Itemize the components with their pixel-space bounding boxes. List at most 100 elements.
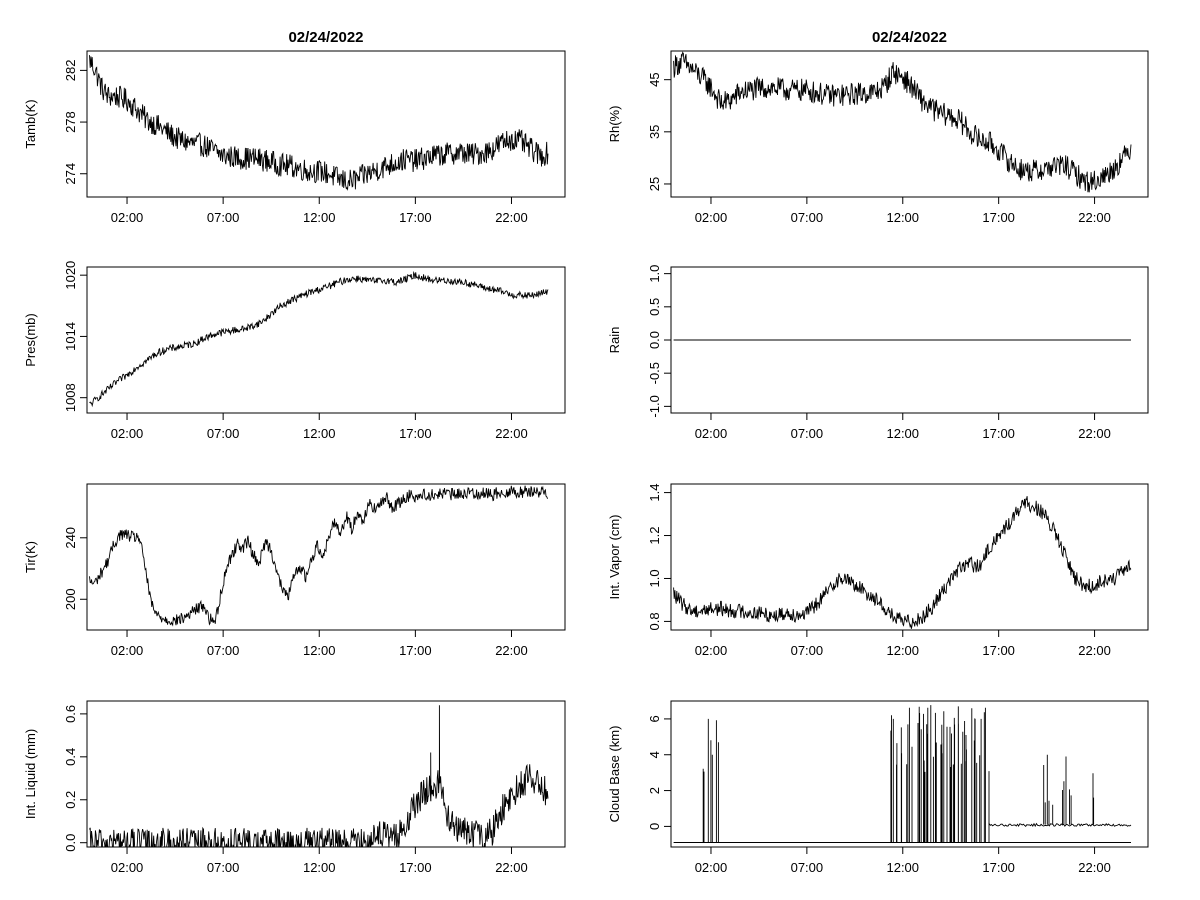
chart-title: 02/24/2022	[288, 29, 363, 46]
x-tick-label: 17:00	[399, 210, 432, 225]
plot-frame	[670, 483, 1149, 631]
x-tick-label: 22:00	[1078, 210, 1111, 225]
plot-frame	[670, 700, 1149, 848]
series-line	[89, 485, 549, 627]
y-axis-label: Cloud Base (km)	[607, 726, 622, 823]
y-tick-label: 4	[647, 751, 662, 758]
x-tick-label: 22:00	[495, 643, 528, 658]
x-tick-label: 17:00	[982, 426, 1015, 441]
x-tick-label: 17:00	[982, 643, 1015, 658]
x-tick-label: 17:00	[982, 210, 1015, 225]
x-tick-label: 22:00	[1078, 426, 1111, 441]
y-tick-label: 35	[647, 125, 662, 139]
series-line	[89, 705, 549, 847]
chart-title: 02/24/2022	[872, 29, 947, 46]
y-axis-label: Tir(K)	[23, 541, 38, 573]
panel-7: 02:00 07:00 12:00 17:00 22:00 0.0 0.2 0.4 0.6 Int…	[23, 700, 566, 875]
x-tick-label: 22:00	[495, 426, 528, 441]
y-tick-label: 278	[63, 111, 78, 133]
plot-frame	[86, 266, 566, 414]
x-tick-label: 07:00	[791, 860, 824, 875]
x-tick-label: 02:00	[695, 210, 728, 225]
x-tick-label: 22:00	[495, 210, 528, 225]
y-tick-label: 1.0	[647, 265, 662, 283]
y-tick-label: 1.0	[647, 569, 662, 587]
x-tick-label: 02:00	[695, 426, 728, 441]
x-tick-label: 07:00	[207, 210, 240, 225]
plot-frame	[670, 50, 1149, 198]
x-tick-label: 17:00	[399, 860, 432, 875]
y-tick-label: 1008	[63, 383, 78, 412]
x-tick-label: 02:00	[695, 860, 728, 875]
x-tick-label: 22:00	[1078, 860, 1111, 875]
x-tick-label: 22:00	[1078, 643, 1111, 658]
y-tick-label: 200	[63, 588, 78, 610]
series-line	[89, 55, 549, 191]
x-tick-label: 12:00	[886, 643, 919, 658]
x-tick-label: 17:00	[399, 643, 432, 658]
y-axis-label: Int. Vapor (cm)	[607, 514, 622, 599]
panel-5: 02:00 07:00 12:00 17:00 22:00 200 240 Tir(K)	[23, 483, 566, 658]
x-tick-label: 07:00	[207, 860, 240, 875]
panel-3: 02:00 07:00 12:00 17:00 22:00 1008 1014 1020 Pre…	[23, 261, 566, 441]
x-tick-label: 12:00	[303, 210, 336, 225]
x-tick-label: 17:00	[399, 426, 432, 441]
panel-6: 02:00 07:00 12:00 17:00 22:00 0.8 1.0 1.2 1.4 Int…	[607, 483, 1149, 658]
y-tick-label: 0.2	[63, 791, 78, 809]
x-tick-label: 07:00	[791, 426, 824, 441]
y-axis-label: Pres(mb)	[23, 313, 38, 366]
x-tick-label: 12:00	[303, 426, 336, 441]
x-tick-label: 02:00	[695, 643, 728, 658]
x-tick-label: 12:00	[886, 426, 919, 441]
y-axis-label: Tamb(K)	[23, 99, 38, 148]
x-tick-label: 12:00	[886, 860, 919, 875]
y-tick-label: 282	[63, 60, 78, 82]
series-line	[673, 51, 1132, 193]
y-axis-label: Rain	[607, 327, 622, 354]
y-tick-label: 240	[63, 527, 78, 549]
y-tick-label: 1014	[63, 322, 78, 351]
y-tick-label: 1.2	[647, 526, 662, 544]
x-tick-label: 02:00	[111, 426, 144, 441]
x-tick-label: 07:00	[791, 643, 824, 658]
x-tick-label: 12:00	[303, 860, 336, 875]
panel-4: 02:00 07:00 12:00 17:00 22:00 -1.0 -0.5 0.0 0.5 1…	[607, 265, 1149, 441]
y-tick-label: 0.0	[63, 834, 78, 852]
x-tick-label: 22:00	[495, 860, 528, 875]
y-tick-label: 1020	[63, 261, 78, 290]
x-tick-label: 02:00	[111, 643, 144, 658]
x-tick-label: 07:00	[207, 643, 240, 658]
y-axis-label: Int. Liquid (mm)	[23, 729, 38, 819]
panel-8: 02:00 07:00 12:00 17:00 22:00 0 2 4 6 Cloud Base …	[607, 700, 1149, 875]
cloud-base-low-trace	[988, 822, 1132, 828]
y-tick-label: 0.0	[647, 331, 662, 349]
x-tick-label: 07:00	[791, 210, 824, 225]
y-tick-label: 0.8	[647, 612, 662, 630]
plot-frame	[86, 483, 566, 631]
y-tick-label: -1.0	[647, 395, 662, 417]
y-tick-label: 45	[647, 72, 662, 86]
y-tick-label: 1.4	[647, 484, 662, 502]
x-tick-label: 12:00	[886, 210, 919, 225]
y-tick-label: -0.5	[647, 362, 662, 384]
panel-1: 02:00 07:00 12:00 17:00 22:00 274 278 282 Tamb(K…	[23, 29, 566, 225]
series-line	[89, 270, 549, 408]
x-tick-label: 02:00	[111, 210, 144, 225]
y-tick-label: 274	[63, 163, 78, 185]
y-axis-label: Rh(%)	[607, 106, 622, 143]
y-tick-label: 0.4	[63, 748, 78, 766]
panel-2: 02:00 07:00 12:00 17:00 22:00 25 35 45 Rh(%) 02/2…	[607, 29, 1149, 225]
y-tick-label: 25	[647, 177, 662, 191]
cloud-base-spikes	[702, 705, 1095, 843]
y-tick-label: 6	[647, 715, 662, 722]
x-tick-label: 12:00	[303, 643, 336, 658]
plot-frame	[86, 50, 566, 198]
x-tick-label: 07:00	[207, 426, 240, 441]
y-tick-label: 0.5	[647, 298, 662, 316]
x-tick-label: 02:00	[111, 860, 144, 875]
x-tick-label: 17:00	[982, 860, 1015, 875]
y-tick-label: 2	[647, 787, 662, 794]
series-line	[673, 496, 1132, 629]
y-tick-label: 0.6	[63, 705, 78, 723]
